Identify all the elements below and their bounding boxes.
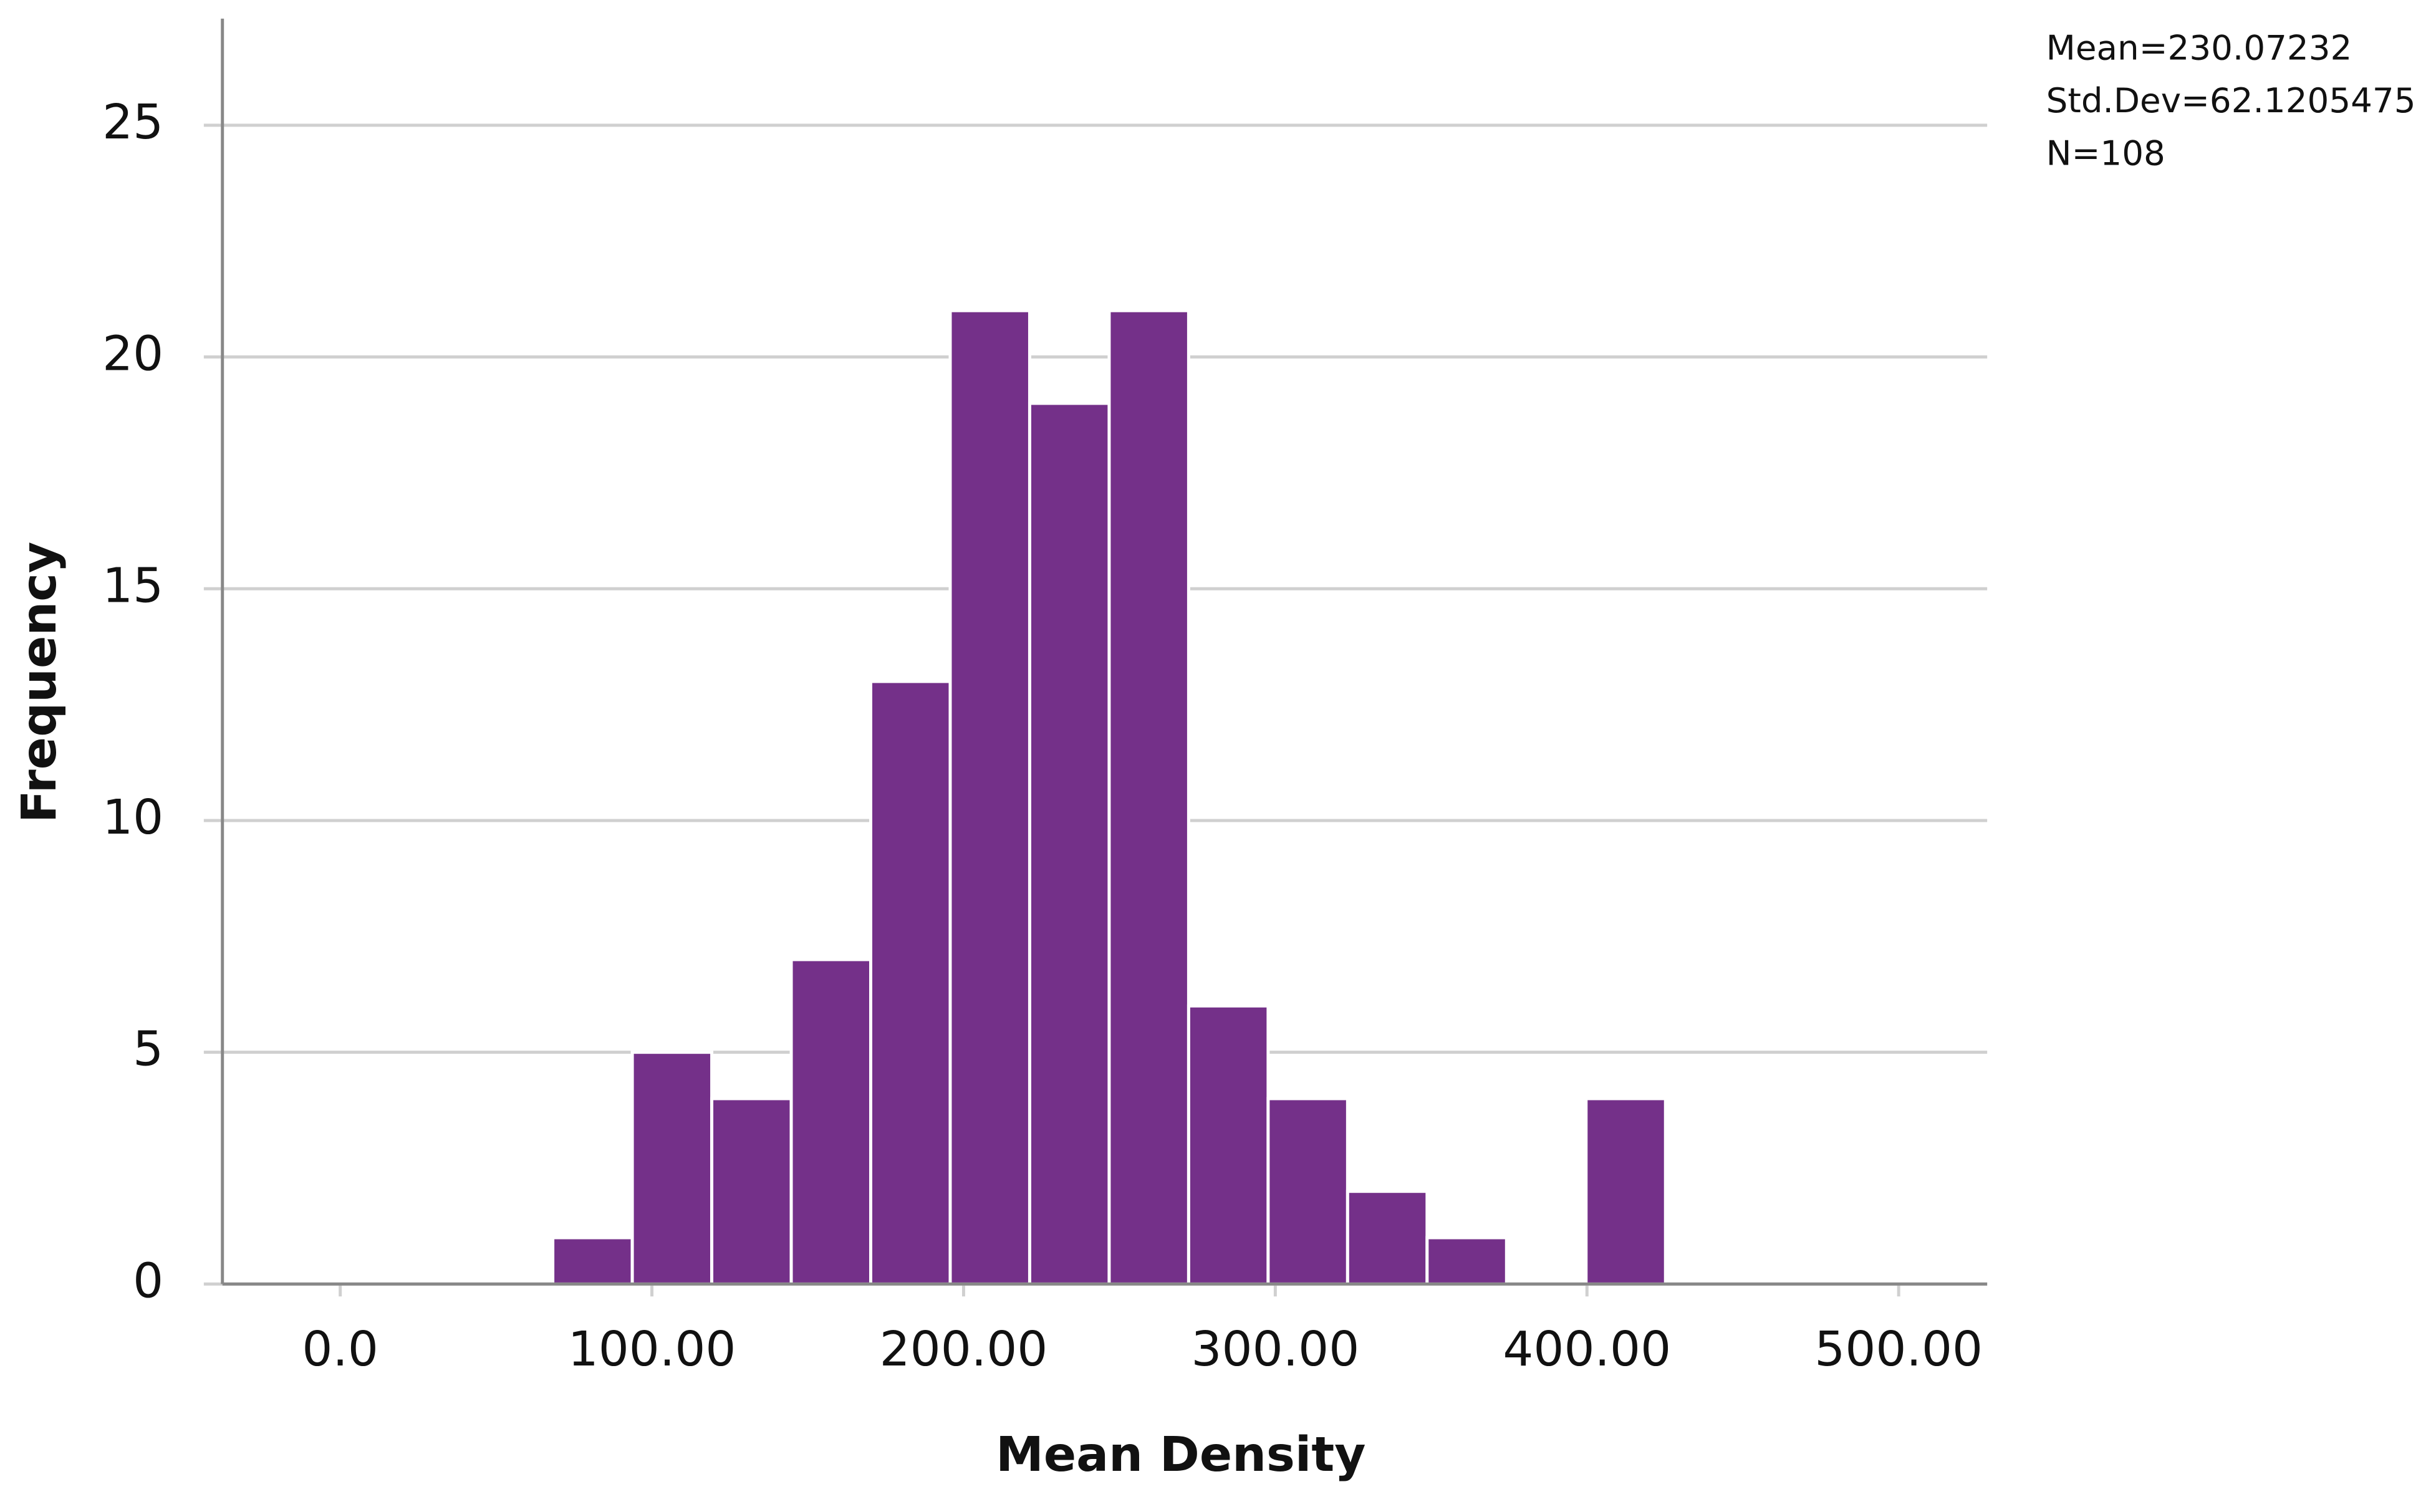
bar xyxy=(630,1051,714,1286)
bar xyxy=(1028,402,1111,1286)
y-tick-label: 25 xyxy=(102,94,163,150)
stat-annotation: N=108 xyxy=(2046,133,2165,173)
stat-annotation: Std.Dev=62.1205475 xyxy=(2046,80,2416,120)
x-tick-label: 200.00 xyxy=(880,1321,1048,1377)
bar xyxy=(789,958,873,1286)
bar xyxy=(1107,309,1190,1286)
bar xyxy=(869,680,952,1286)
x-tick-label: 100.00 xyxy=(568,1321,736,1377)
bar xyxy=(948,309,1031,1286)
bar xyxy=(551,1236,634,1286)
bar xyxy=(1584,1097,1667,1286)
x-tick-label: 500.00 xyxy=(1814,1321,1983,1377)
y-tick-label: 10 xyxy=(102,789,163,845)
y-tick-label: 5 xyxy=(133,1021,163,1077)
bar xyxy=(1266,1097,1349,1286)
bar xyxy=(710,1097,793,1286)
y-tick-label: 20 xyxy=(102,326,163,382)
y-tick-label: 0 xyxy=(133,1253,163,1309)
y-tick-label: 15 xyxy=(102,557,163,614)
bar xyxy=(1187,1004,1270,1286)
y-axis-title: Frequency xyxy=(11,542,67,823)
x-tick-label: 0.0 xyxy=(302,1321,378,1377)
bar xyxy=(1346,1190,1429,1286)
x-tick-label: 400.00 xyxy=(1503,1321,1671,1377)
x-axis-title: Mean Density xyxy=(996,1427,1365,1483)
bar xyxy=(1425,1236,1508,1286)
stat-annotation: Mean=230.07232 xyxy=(2046,28,2352,68)
x-tick-label: 300.00 xyxy=(1191,1321,1359,1377)
